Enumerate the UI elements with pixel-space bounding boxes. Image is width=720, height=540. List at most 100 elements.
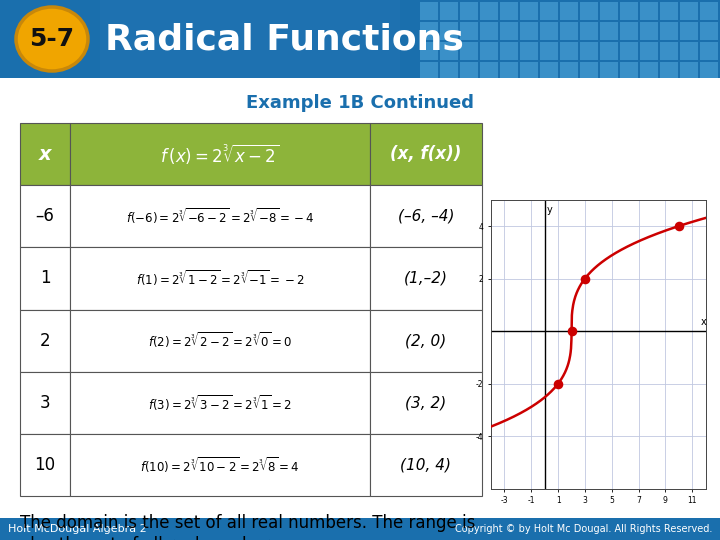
Point	[459, 432, 470, 441]
Bar	[370, 372, 482, 434]
Bar	[70, 185, 370, 247]
Text: x: x	[701, 317, 706, 327]
Text: $f(3) = 2\sqrt[3]{3-2} = 2\sqrt[3]{1} = 2$: $f(3) = 2\sqrt[3]{3-2} = 2\sqrt[3]{1} = …	[148, 393, 292, 413]
Bar	[660, 2, 678, 20]
Text: $f(10) = 2\sqrt[3]{10-2} = 2\sqrt[3]{8} = 4$: $f(10) = 2\sqrt[3]{10-2} = 2\sqrt[3]{8} …	[140, 455, 300, 475]
Bar	[660, 62, 678, 80]
Bar	[460, 42, 478, 60]
Bar	[680, 42, 698, 60]
Text: The domain is the set of all real numbers. The range is: The domain is the set of all real number…	[20, 514, 475, 532]
Bar	[700, 22, 718, 40]
Text: y: y	[546, 205, 552, 215]
Bar	[480, 62, 498, 80]
Bar	[640, 42, 658, 60]
Bar	[70, 372, 370, 434]
Bar	[640, 2, 658, 20]
Bar	[540, 22, 558, 40]
Bar	[580, 2, 598, 20]
Bar	[500, 22, 518, 40]
Bar	[370, 434, 482, 496]
Bar	[600, 2, 618, 20]
Bar	[520, 2, 538, 20]
Bar	[20, 185, 70, 247]
Bar	[600, 42, 618, 60]
Bar	[540, 62, 558, 80]
Point	[566, 327, 577, 335]
Bar	[600, 22, 618, 40]
Bar	[20, 123, 70, 185]
Bar	[70, 247, 370, 309]
Bar	[520, 22, 538, 40]
Bar	[460, 22, 478, 40]
Bar	[460, 2, 478, 20]
Bar	[620, 22, 638, 40]
Point	[673, 222, 685, 231]
Text: (2, 0): (2, 0)	[405, 333, 446, 348]
Text: Copyright © by Holt Mc Dougal. All Rights Reserved.: Copyright © by Holt Mc Dougal. All Right…	[454, 524, 712, 534]
Bar	[460, 62, 478, 80]
Text: (10, 4): (10, 4)	[400, 457, 451, 472]
Bar	[500, 42, 518, 60]
Bar	[100, 0, 400, 78]
Bar	[560, 42, 578, 60]
Bar	[580, 62, 598, 80]
Bar	[620, 2, 638, 20]
Bar	[370, 247, 482, 309]
Text: $f(2) = 2\sqrt[3]{2-2} = 2\sqrt[3]{0} = 0$: $f(2) = 2\sqrt[3]{2-2} = 2\sqrt[3]{0} = …	[148, 330, 292, 350]
Bar	[20, 372, 70, 434]
Bar	[480, 2, 498, 20]
Text: (3, 2): (3, 2)	[405, 395, 446, 410]
Bar	[580, 22, 598, 40]
Bar	[660, 42, 678, 60]
Bar	[420, 42, 438, 60]
Bar	[560, 22, 578, 40]
Ellipse shape	[16, 7, 88, 71]
Text: x: x	[39, 145, 51, 164]
Text: (1,–2): (1,–2)	[404, 271, 448, 286]
Bar	[700, 42, 718, 60]
Bar	[700, 62, 718, 80]
Text: 5-7: 5-7	[30, 27, 75, 51]
Bar	[700, 2, 718, 20]
Bar	[520, 62, 538, 80]
Bar	[20, 434, 70, 496]
Bar	[70, 434, 370, 496]
Bar	[560, 2, 578, 20]
Bar	[520, 42, 538, 60]
Bar	[560, 62, 578, 80]
Bar	[640, 62, 658, 80]
Text: $f(1) = 2\sqrt[3]{1-2} = 2\sqrt[3]{-1} = -2$: $f(1) = 2\sqrt[3]{1-2} = 2\sqrt[3]{-1} =…	[135, 268, 305, 288]
Bar	[440, 42, 458, 60]
Bar	[680, 2, 698, 20]
Point	[552, 379, 564, 388]
Bar	[70, 123, 370, 185]
Text: (–6, –4): (–6, –4)	[397, 209, 454, 224]
Bar	[420, 2, 438, 20]
Text: also the set of all real numbers: also the set of all real numbers	[20, 536, 279, 540]
Bar	[500, 2, 518, 20]
Bar	[440, 62, 458, 80]
Text: 10: 10	[35, 456, 55, 474]
Bar	[370, 123, 482, 185]
Bar	[600, 62, 618, 80]
Bar	[680, 22, 698, 40]
Text: 1: 1	[40, 269, 50, 287]
Bar	[480, 22, 498, 40]
Bar	[440, 2, 458, 20]
Bar	[620, 62, 638, 80]
Bar	[20, 247, 70, 309]
Bar	[500, 62, 518, 80]
Text: (x, f(x)): (x, f(x))	[390, 145, 462, 163]
Bar	[620, 42, 638, 60]
Point	[579, 274, 590, 283]
Bar	[580, 42, 598, 60]
Bar	[680, 62, 698, 80]
Bar	[70, 309, 370, 372]
Text: $f\,(x) = 2\sqrt[3]{x-2}$: $f\,(x) = 2\sqrt[3]{x-2}$	[161, 142, 279, 166]
Text: –6: –6	[35, 207, 55, 225]
Bar	[420, 62, 438, 80]
Text: $f(-6) = 2\sqrt[3]{-6-2} = 2\sqrt[3]{-8} = -4$: $f(-6) = 2\sqrt[3]{-6-2} = 2\sqrt[3]{-8}…	[125, 206, 315, 226]
Bar	[540, 42, 558, 60]
Bar	[540, 2, 558, 20]
Text: Radical Functions: Radical Functions	[105, 22, 464, 56]
